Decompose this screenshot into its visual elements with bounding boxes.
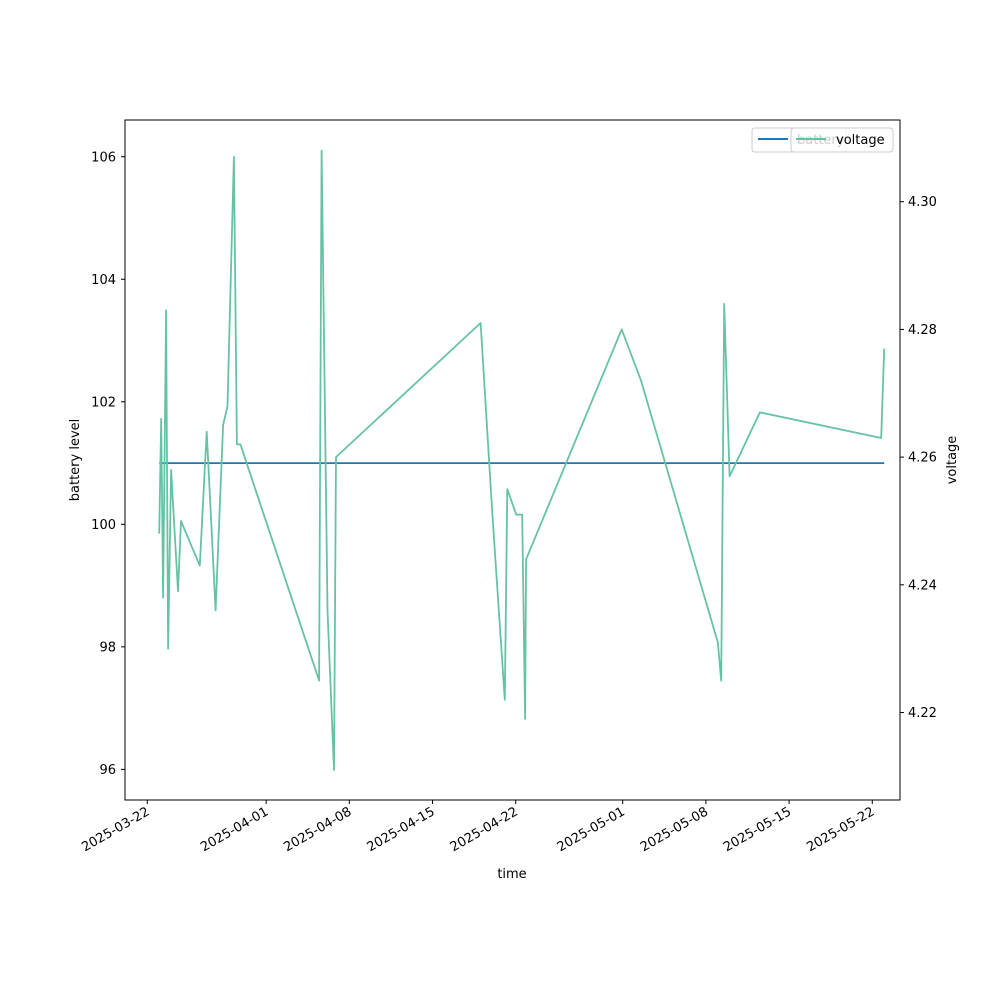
y-right-tick-label-4: 4.30 xyxy=(908,195,937,210)
legend-voltage: voltage xyxy=(790,127,894,153)
y-axis-label-right: voltage xyxy=(945,436,960,485)
y-left-tick-label-1: 98 xyxy=(99,640,116,655)
y-left-tick-label-5: 106 xyxy=(91,150,116,165)
y-axis-label-left: battery level xyxy=(68,419,83,502)
y-right-tick-label-1: 4.24 xyxy=(908,578,937,593)
y-right-tick-label-0: 4.22 xyxy=(908,706,937,721)
legend-voltage-box xyxy=(790,127,894,153)
plot-area xyxy=(158,149,886,771)
y-left-tick-label-3: 102 xyxy=(91,395,116,410)
y-left-tick-label-4: 104 xyxy=(91,273,116,288)
y-right-tick-label-2: 4.26 xyxy=(908,451,937,466)
y-left-tick-label-2: 100 xyxy=(91,518,116,533)
axes-frame xyxy=(124,119,901,801)
series-line-voltage xyxy=(158,149,886,771)
y-left-tick-label-0: 96 xyxy=(99,763,116,778)
x-axis-label: time xyxy=(497,867,526,882)
y-right-tick-label-3: 4.28 xyxy=(908,323,937,338)
legend-voltage-label: voltage xyxy=(836,133,885,148)
